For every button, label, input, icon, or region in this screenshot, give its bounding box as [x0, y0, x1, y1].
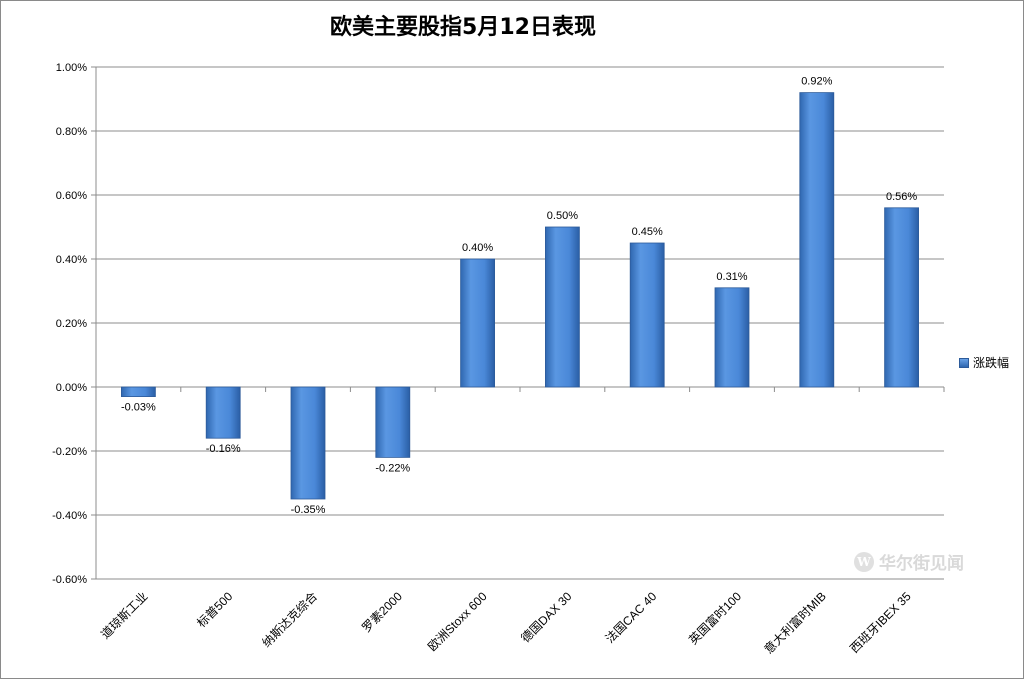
x-tick-label: 德国DAX 30	[518, 588, 575, 645]
bar	[460, 258, 496, 388]
data-label: -0.35%	[291, 504, 326, 516]
bar	[629, 242, 665, 388]
data-label: 0.50%	[547, 210, 578, 222]
data-label: 0.45%	[632, 226, 663, 238]
x-tick-label: 罗素2000	[359, 589, 405, 635]
watermark-text: 华尔街见闻	[879, 554, 964, 574]
y-tick-label: -0.60%	[52, 574, 87, 586]
bar	[799, 92, 835, 388]
y-tick-label: 0.80%	[56, 126, 87, 138]
y-tick-label: 0.00%	[56, 382, 87, 394]
y-tick-label: -0.40%	[52, 510, 87, 522]
legend: 涨跌幅	[959, 354, 1009, 371]
legend-label: 涨跌幅	[973, 356, 1010, 370]
x-tick-label: 英国富时100	[685, 588, 744, 647]
watermark-logo-icon: W	[854, 551, 874, 572]
data-label: -0.22%	[375, 462, 410, 474]
bar	[121, 386, 156, 397]
data-label: 0.56%	[886, 191, 917, 203]
bar	[375, 386, 411, 458]
data-label: -0.03%	[121, 402, 156, 414]
x-tick-label: 意大利富时MIB	[761, 589, 829, 657]
y-tick-label: 0.60%	[56, 190, 87, 202]
x-tick-label: 纳斯达克综合	[259, 589, 321, 651]
x-tick-label: 西班牙IBEX 35	[847, 589, 914, 656]
x-tick-label: 法国CAC 40	[603, 589, 660, 646]
data-label: 0.31%	[716, 271, 747, 283]
bar	[714, 287, 750, 388]
data-label: -0.16%	[206, 443, 241, 455]
legend-swatch	[959, 357, 969, 368]
data-label: 0.40%	[462, 242, 493, 254]
bar	[545, 226, 580, 388]
bar	[205, 386, 241, 439]
bar	[290, 386, 326, 500]
bar	[884, 207, 919, 388]
x-tick-label: 标普500	[194, 589, 235, 630]
chart-title: 欧美主要股指5月12日表现	[330, 15, 596, 40]
y-tick-label: 0.40%	[56, 254, 87, 266]
y-tick-label: 0.20%	[56, 318, 87, 330]
data-label: 0.92%	[801, 76, 832, 88]
x-tick-label: 道琼斯工业	[97, 589, 150, 642]
x-tick-label: 欧洲Stoxx 600	[425, 589, 490, 654]
y-tick-label: -0.20%	[52, 446, 87, 458]
watermark: W 华尔街见闻	[854, 549, 964, 574]
y-tick-label: 1.00%	[56, 62, 87, 74]
